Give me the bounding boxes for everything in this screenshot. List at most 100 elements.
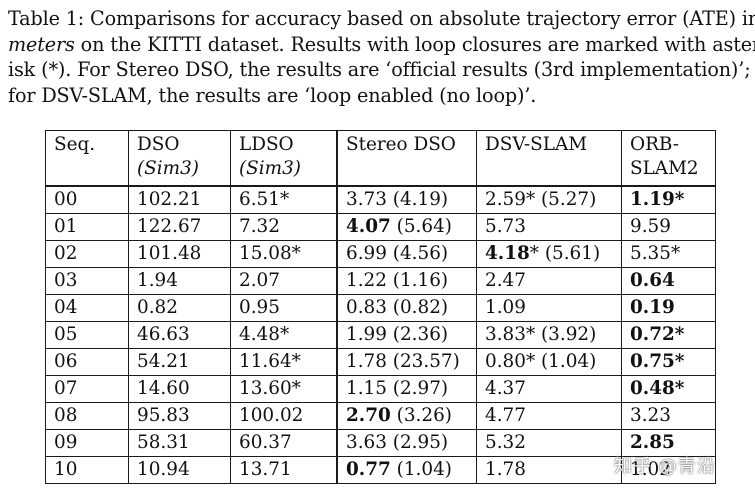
cell-dso: 58.31 [128,429,231,457]
cell-orb-slam2: 0.64 [621,267,716,295]
stereo-dso-value: 1.15 [346,378,387,399]
cell-orb-slam2: 9.59 [621,213,716,241]
cell-ldso: 4.48* [230,321,338,349]
cell-dsv-slam: 4.18* (5.61) [476,240,622,268]
header-stereo-dso: Stereo DSO [336,130,477,187]
cell-stereo-dso: 3.63 (2.95) [336,429,477,457]
dso-value: 54.21 [137,351,190,372]
seq-value: 01 [54,216,78,237]
stereo-dso-paren: (4.19) [386,189,449,210]
cell-dso: 102.21 [128,185,231,214]
cell-orb-slam2: 0.75* [621,348,716,376]
dso-value: 1.94 [137,270,178,291]
seq-value: 02 [54,243,78,264]
seq-value: 10 [54,459,78,480]
seq-value: 07 [54,378,78,399]
dsv-slam-paren: (3.92) [535,324,597,345]
caption-line-2: meters on the KITTI dataset. Results wit… [8,32,755,58]
ldso-value: 11.64* [239,351,301,372]
orb-slam2-value: 0.75* [630,351,685,372]
dsv-slam-value: 1.09 [485,297,526,318]
stereo-dso-value: 1.78 [346,351,387,372]
ldso-value: 7.32 [239,216,280,237]
cell-ldso: 15.08* [230,240,338,268]
orb-slam2-value: 9.59 [630,216,671,237]
seq-value: 05 [54,324,78,345]
cell-dsv-slam: 2.47 [476,267,622,295]
cell-orb-slam2: 1.19* [621,185,716,214]
stereo-dso-paren: (5.64) [390,216,452,237]
caption-line-1: Table 1: Comparisons for accuracy based … [8,7,755,30]
cell-ldso: 100.02 [230,402,338,430]
stereo-dso-paren: (3.26) [390,405,452,426]
dsv-slam-value: 2.47 [485,270,526,291]
cell-ldso: 13.71 [230,456,338,484]
caption-meters-italic: meters [8,32,75,56]
cell-dsv-slam: 1.78 [476,456,622,484]
stereo-dso-paren: (2.95) [386,432,449,453]
cell-stereo-dso: 1.99 (2.36) [336,321,477,349]
cell-seq: 04 [45,294,129,322]
header-ldso-name: LDSO [239,134,294,155]
table-row: 03 1.94 2.07 1.22 (1.16) 2.47 0.64 [45,267,716,295]
dso-value: 58.31 [137,432,190,453]
table-row: 02 101.48 15.08* 6.99 (4.56) 4.18* (5.61) 5.3… [45,240,716,268]
cell-seq: 05 [45,321,129,349]
caption-line-4: for DSV-SLAM, the results are ‘loop enab… [8,83,537,107]
cell-ldso: 60.37 [230,429,338,457]
cell-dso: 46.63 [128,321,231,349]
dsv-slam-value: 5.73 [485,216,526,237]
orb-slam2-value: 0.48* [630,378,685,399]
table-row: 06 54.21 11.64* 1.78 (23.57) 0.80* (1.04) 0.7… [45,348,716,376]
caption-line-3: isk (*). For Stereo DSO, the results are… [8,58,751,81]
cell-dsv-slam: 2.59* (5.27) [476,185,622,214]
dso-value: 101.48 [137,243,202,264]
stereo-dso-value: 0.83 [346,297,387,318]
cell-dso: 122.67 [128,213,231,241]
stereo-dso-value: 3.63 [346,432,387,453]
stereo-dso-paren: (2.97) [386,378,449,399]
cell-stereo-dso: 0.83 (0.82) [336,294,477,322]
ldso-value: 4.48* [239,324,290,345]
cell-dsv-slam: 3.83* (3.92) [476,321,622,349]
ldso-value: 15.08* [239,243,301,264]
cell-ldso: 6.51* [230,185,338,214]
cell-stereo-dso: 6.99 (4.56) [336,240,477,268]
cell-dso: 10.94 [128,456,231,484]
seq-value: 00 [54,189,78,210]
table-row: 10 10.94 13.71 0.77 (1.04) 1.78 1.02 [45,456,716,484]
dsv-slam-value: 5.32 [485,432,526,453]
dsv-slam-value: 4.37 [485,378,526,399]
cell-orb-slam2: 0.48* [621,375,716,403]
table-body: 00 102.21 6.51* 3.73 (4.19) 2.59* (5.27) 1.19… [45,185,716,484]
dsv-slam-paren: (5.27) [535,189,597,210]
cell-stereo-dso: 3.73 (4.19) [336,185,477,214]
cell-seq: 08 [45,402,129,430]
dso-value: 10.94 [137,459,190,480]
dso-value: 0.82 [137,297,178,318]
header-orb-line1: ORB- [630,134,679,155]
results-table: Seq. DSO (Sim3) LDSO (Sim3) Stereo DSO D… [45,130,716,484]
dsv-slam-paren: (1.04) [535,351,597,372]
table-row: 05 46.63 4.48* 1.99 (2.36) 3.83* (3.92) 0.72* [45,321,716,349]
cell-dso: 14.60 [128,375,231,403]
orb-slam2-value: 5.35* [630,243,681,264]
cell-orb-slam2: 5.35* [621,240,716,268]
header-seq: Seq. [45,130,129,187]
orb-slam2-value: 3.23 [630,405,671,426]
cell-seq: 00 [45,185,129,214]
table-row: 09 58.31 60.37 3.63 (2.95) 5.32 2.85 [45,429,716,457]
header-ldso: LDSO (Sim3) [230,130,338,187]
cell-seq: 09 [45,429,129,457]
cell-stereo-dso: 2.70 (3.26) [336,402,477,430]
cell-dsv-slam: 5.73 [476,213,622,241]
dso-value: 14.60 [137,378,190,399]
ldso-value: 13.60* [239,378,301,399]
seq-value: 03 [54,270,78,291]
ldso-value: 13.71 [239,459,292,480]
cell-stereo-dso: 1.22 (1.16) [336,267,477,295]
cell-orb-slam2: 0.19 [621,294,716,322]
orb-slam2-value: 0.64 [630,270,675,291]
dso-value: 95.83 [137,405,190,426]
table-caption: Table 1: Comparisons for accuracy based … [8,6,755,108]
